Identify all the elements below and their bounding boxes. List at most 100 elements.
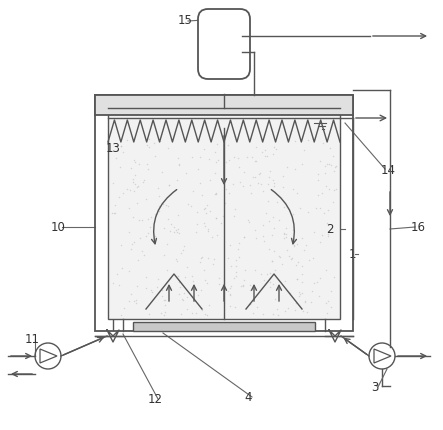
- Point: [270, 310, 277, 317]
- Point: [146, 224, 153, 231]
- Point: [143, 274, 150, 281]
- Point: [163, 267, 170, 274]
- Text: 12: 12: [148, 393, 163, 405]
- Point: [235, 240, 242, 247]
- Point: [127, 165, 134, 172]
- Point: [177, 310, 184, 317]
- Point: [266, 168, 273, 175]
- Point: [281, 308, 288, 315]
- Point: [314, 172, 321, 178]
- Point: [324, 233, 331, 240]
- Point: [330, 199, 337, 206]
- Point: [291, 307, 298, 313]
- Point: [239, 183, 246, 190]
- Point: [326, 187, 333, 194]
- Point: [175, 292, 182, 298]
- Point: [209, 234, 216, 241]
- Text: 10: 10: [51, 221, 66, 234]
- Point: [215, 157, 222, 164]
- Point: [112, 202, 119, 209]
- Point: [207, 208, 214, 215]
- Point: [224, 288, 231, 295]
- Text: 14: 14: [381, 163, 396, 176]
- Point: [166, 227, 173, 234]
- Point: [155, 185, 162, 192]
- FancyBboxPatch shape: [198, 10, 250, 80]
- Point: [259, 311, 266, 318]
- Point: [316, 239, 323, 246]
- Point: [151, 140, 158, 147]
- Point: [322, 184, 329, 190]
- Bar: [95, 96, 353, 116]
- Point: [204, 202, 211, 209]
- Point: [265, 218, 272, 225]
- Point: [118, 143, 125, 150]
- Point: [221, 300, 228, 307]
- Bar: [133, 322, 315, 331]
- Point: [297, 291, 304, 298]
- Point: [130, 298, 137, 304]
- Point: [270, 225, 277, 232]
- Point: [231, 154, 238, 161]
- Point: [258, 181, 265, 188]
- Point: [293, 276, 300, 283]
- Point: [230, 213, 237, 220]
- Point: [252, 235, 259, 242]
- Point: [265, 174, 272, 181]
- Point: [128, 291, 135, 298]
- Point: [175, 230, 183, 236]
- Point: [299, 289, 306, 296]
- Point: [118, 311, 125, 318]
- Point: [241, 234, 248, 241]
- Point: [289, 187, 296, 194]
- Point: [190, 188, 197, 195]
- Point: [231, 275, 238, 282]
- Point: [245, 217, 252, 224]
- Point: [225, 190, 232, 197]
- Point: [330, 187, 337, 194]
- Point: [112, 211, 119, 218]
- Point: [325, 161, 332, 168]
- Point: [227, 285, 234, 292]
- Point: [260, 222, 267, 229]
- Point: [312, 206, 319, 212]
- Point: [315, 293, 323, 300]
- Point: [314, 177, 321, 184]
- Point: [179, 296, 186, 303]
- Point: [295, 292, 303, 299]
- Point: [272, 295, 279, 302]
- Point: [148, 287, 155, 294]
- Point: [319, 190, 326, 197]
- Point: [291, 242, 298, 249]
- Point: [110, 209, 117, 216]
- Point: [167, 221, 175, 228]
- Point: [132, 297, 139, 304]
- Point: [270, 248, 277, 255]
- Point: [197, 255, 204, 261]
- Point: [282, 234, 289, 241]
- Point: [210, 256, 218, 263]
- Point: [248, 154, 255, 161]
- Point: [280, 230, 287, 236]
- Point: [307, 299, 315, 306]
- Point: [188, 154, 195, 161]
- Point: [129, 176, 136, 183]
- Point: [310, 280, 317, 287]
- Text: 2: 2: [326, 223, 334, 236]
- Point: [161, 302, 168, 309]
- Point: [139, 217, 146, 224]
- Point: [109, 210, 116, 217]
- Point: [325, 207, 332, 214]
- Point: [205, 255, 212, 261]
- Point: [260, 277, 268, 284]
- Point: [239, 282, 246, 289]
- Point: [126, 298, 133, 305]
- Point: [161, 311, 168, 318]
- Point: [258, 149, 265, 156]
- Point: [246, 182, 253, 189]
- Point: [175, 162, 183, 169]
- Point: [264, 271, 271, 278]
- Point: [267, 270, 274, 277]
- Point: [212, 190, 219, 197]
- Point: [316, 275, 323, 282]
